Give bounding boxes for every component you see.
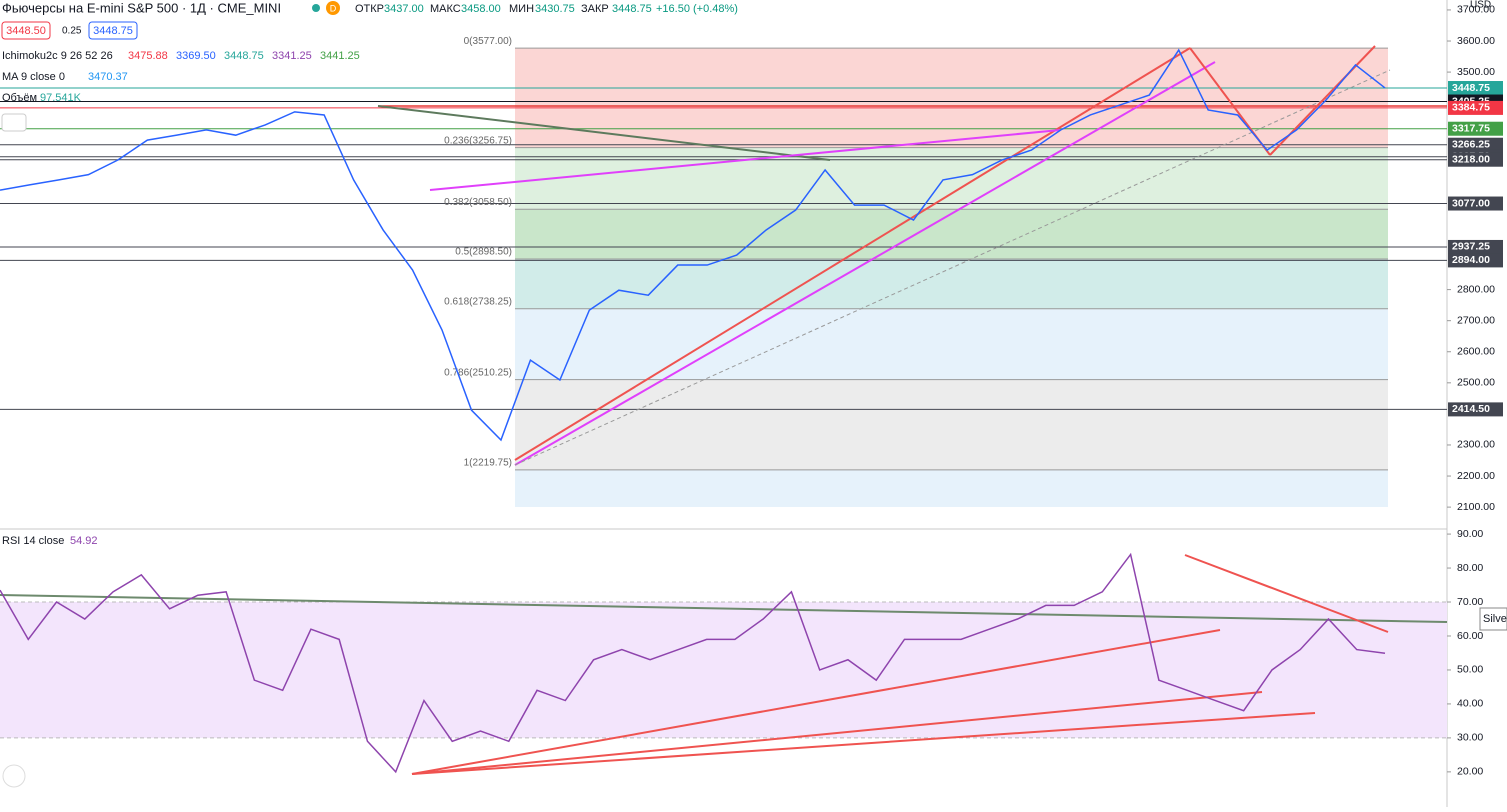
price-tag-label: 3448.75 xyxy=(1452,82,1490,94)
y-tick-label: 2600.00 xyxy=(1457,346,1495,358)
series-line xyxy=(0,48,1386,442)
y-tick-label: 3500.00 xyxy=(1457,66,1495,78)
series-line xyxy=(0,552,1386,774)
price-tag-label: 2937.25 xyxy=(1452,241,1490,253)
y-tick-label: 2700.00 xyxy=(1457,314,1495,326)
y-tick-label: 2500.00 xyxy=(1457,377,1495,389)
y-tick-label: 90.00 xyxy=(1457,528,1483,540)
y-tick-label: 50.00 xyxy=(1457,664,1483,676)
collapse-button[interactable] xyxy=(1,113,27,132)
badge xyxy=(326,1,340,15)
fib-zone xyxy=(515,379,1388,470)
fib-label: 0(3577.00) xyxy=(464,36,512,47)
ohlc-label: ОТКР xyxy=(355,3,384,15)
y-tick-label: 70.00 xyxy=(1457,596,1483,608)
indicator-value: 3475.88 xyxy=(128,50,168,62)
spread: 0.25 xyxy=(62,26,82,37)
price-tag-label: 3317.75 xyxy=(1452,123,1490,135)
symbol-title: Фьючерсы на E-mini S&P 500 · 1Д · CME_MI… xyxy=(2,0,281,15)
price-tag xyxy=(1448,121,1503,136)
y-tick-label: 2300.00 xyxy=(1457,439,1495,451)
trend-line xyxy=(514,47,1191,461)
indicator-name: MA 9 close 0 xyxy=(2,71,65,83)
y-tick-label: 60.00 xyxy=(1457,630,1483,642)
fib-label: 0.618(2738.25) xyxy=(444,296,512,307)
y-tick-label: 3700.00 xyxy=(1457,4,1495,16)
indicator-value: 97.541K xyxy=(40,92,82,104)
price-tag xyxy=(1448,402,1503,417)
fib-label: 0.382(3058.50) xyxy=(444,197,512,208)
y-tick-label: 30.00 xyxy=(1457,732,1483,744)
logo[interactable] xyxy=(2,764,26,788)
ohlc-value: 3430.75 xyxy=(535,3,575,15)
rsi-band xyxy=(0,602,1447,738)
y-tick-label: 80.00 xyxy=(1457,562,1483,574)
price-tag xyxy=(1448,196,1503,211)
ohlc-label: МИН xyxy=(509,3,534,15)
fib-zone xyxy=(515,469,1388,507)
y-tick-label: 40.00 xyxy=(1457,698,1483,710)
fib-zone xyxy=(515,209,1388,259)
indicator-name: Объём xyxy=(2,92,37,104)
fib-zone xyxy=(515,308,1388,380)
rsi-trend-line xyxy=(0,594,1448,623)
sell-price[interactable]: 3448.50 xyxy=(6,25,46,37)
ohlc-label: ЗАКР xyxy=(581,3,609,15)
trend-line xyxy=(514,61,1216,466)
change: +16.50 (+0.48%) xyxy=(656,3,738,15)
rsi-trend-line xyxy=(1184,554,1389,633)
tooltip xyxy=(1479,607,1507,631)
price-tag xyxy=(1448,239,1503,254)
buy-price[interactable]: 3448.75 xyxy=(93,25,133,37)
ohlc-value: 3448.75 xyxy=(612,3,652,15)
indicator-value: 3470.37 xyxy=(88,71,128,83)
price-tag-label: 3266.25 xyxy=(1452,139,1490,151)
ohlc-value: 3437.00 xyxy=(384,3,424,15)
ohlc-value: 3458.00 xyxy=(461,3,501,15)
indicator-value: 3441.25 xyxy=(320,50,360,62)
indicator-value: 3448.75 xyxy=(224,50,264,62)
fib-label: 0.236(3256.75) xyxy=(444,135,512,146)
trend-line xyxy=(429,129,1061,191)
status-dot xyxy=(312,4,320,12)
price-tag xyxy=(1448,253,1503,268)
price-tag xyxy=(1448,81,1503,96)
trend-line xyxy=(514,69,1391,466)
sell-button[interactable] xyxy=(1,21,51,40)
ohlc-label: МАКС xyxy=(430,3,461,15)
indicator-name: Ichimoku2c 9 26 52 26 xyxy=(2,50,113,62)
tooltip-text: Silve xyxy=(1483,613,1507,625)
rsi-value: 54.92 xyxy=(70,535,98,547)
y-tick-label: 2100.00 xyxy=(1457,501,1495,513)
price-tag-label: 2414.50 xyxy=(1452,403,1490,415)
y-tick-label: 2800.00 xyxy=(1457,283,1495,295)
indicator-value: 3369.50 xyxy=(176,50,216,62)
y-tick-label: 20.00 xyxy=(1457,766,1483,778)
price-tag xyxy=(1448,152,1503,167)
rsi-trend-line xyxy=(411,712,1316,775)
fib-zone xyxy=(515,48,1388,148)
rsi-trend-line xyxy=(411,691,1263,775)
fib-zone xyxy=(515,258,1388,309)
price-tag xyxy=(1448,100,1503,115)
currency: USD xyxy=(1470,0,1491,11)
price-tag xyxy=(1448,137,1503,152)
fib-label: 1(2219.75) xyxy=(464,458,512,469)
price-tag-label: 3218.00 xyxy=(1452,153,1490,165)
fib-label: 0.5(2898.50) xyxy=(455,247,512,258)
fib-label: 0.786(2510.25) xyxy=(444,367,512,378)
buy-button[interactable] xyxy=(88,21,138,40)
trend-line xyxy=(377,105,831,161)
price-tag-label: 3384.75 xyxy=(1452,102,1490,114)
y-tick-label: 2200.00 xyxy=(1457,470,1495,482)
rsi-trend-line xyxy=(411,629,1221,775)
price-tag-label: 3077.00 xyxy=(1452,197,1490,209)
indicator-value: 3341.25 xyxy=(272,50,312,62)
price-tag-label: 2894.00 xyxy=(1452,254,1490,266)
badge-text: D xyxy=(330,3,337,13)
y-tick-label: 3600.00 xyxy=(1457,35,1495,47)
rsi-title: RSI 14 close xyxy=(2,535,64,547)
